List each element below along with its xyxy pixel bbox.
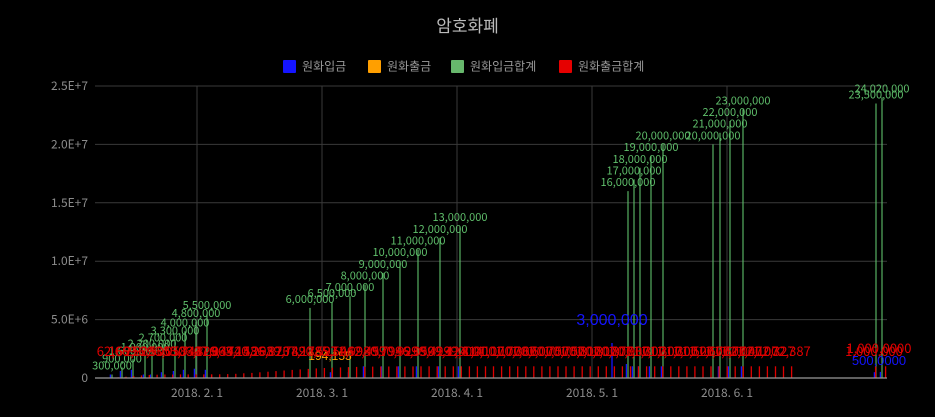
svg-text:원화출금합계: 원화출금합계 [578, 58, 644, 75]
svg-text:5,500,000: 5,500,000 [183, 297, 232, 313]
svg-text:2018. 6. 1: 2018. 6. 1 [701, 384, 753, 401]
svg-text:5.0E+6: 5.0E+6 [51, 311, 88, 328]
svg-text:2.0E+7: 2.0E+7 [51, 135, 88, 152]
svg-text:13,000,000: 13,000,000 [433, 209, 488, 225]
svg-text:1.0E+7: 1.0E+7 [51, 252, 88, 269]
svg-text:1,002,387: 1,002,387 [753, 341, 811, 360]
svg-text:24,020,000: 24,020,000 [855, 80, 910, 96]
svg-text:2.5E+7: 2.5E+7 [51, 77, 88, 94]
svg-text:원화입금: 원화입금 [302, 58, 346, 75]
svg-text:3,000,000: 3,000,000 [576, 312, 647, 329]
svg-text:2018. 2. 1: 2018. 2. 1 [171, 384, 223, 401]
svg-text:20,000,000: 20,000,000 [636, 127, 691, 143]
svg-text:23,000,000: 23,000,000 [716, 92, 771, 108]
svg-text:2018. 4. 1: 2018. 4. 1 [431, 384, 483, 401]
svg-text:2018. 5. 1: 2018. 5. 1 [566, 384, 618, 401]
svg-text:0: 0 [81, 369, 88, 386]
svg-text:원화입금합계: 원화입금합계 [470, 58, 536, 75]
svg-text:원화출금: 원화출금 [387, 58, 431, 75]
svg-text:1.5E+7: 1.5E+7 [51, 194, 88, 211]
svg-text:500,0000: 500,0000 [852, 353, 906, 368]
svg-text:2018. 3. 1: 2018. 3. 1 [296, 384, 348, 401]
